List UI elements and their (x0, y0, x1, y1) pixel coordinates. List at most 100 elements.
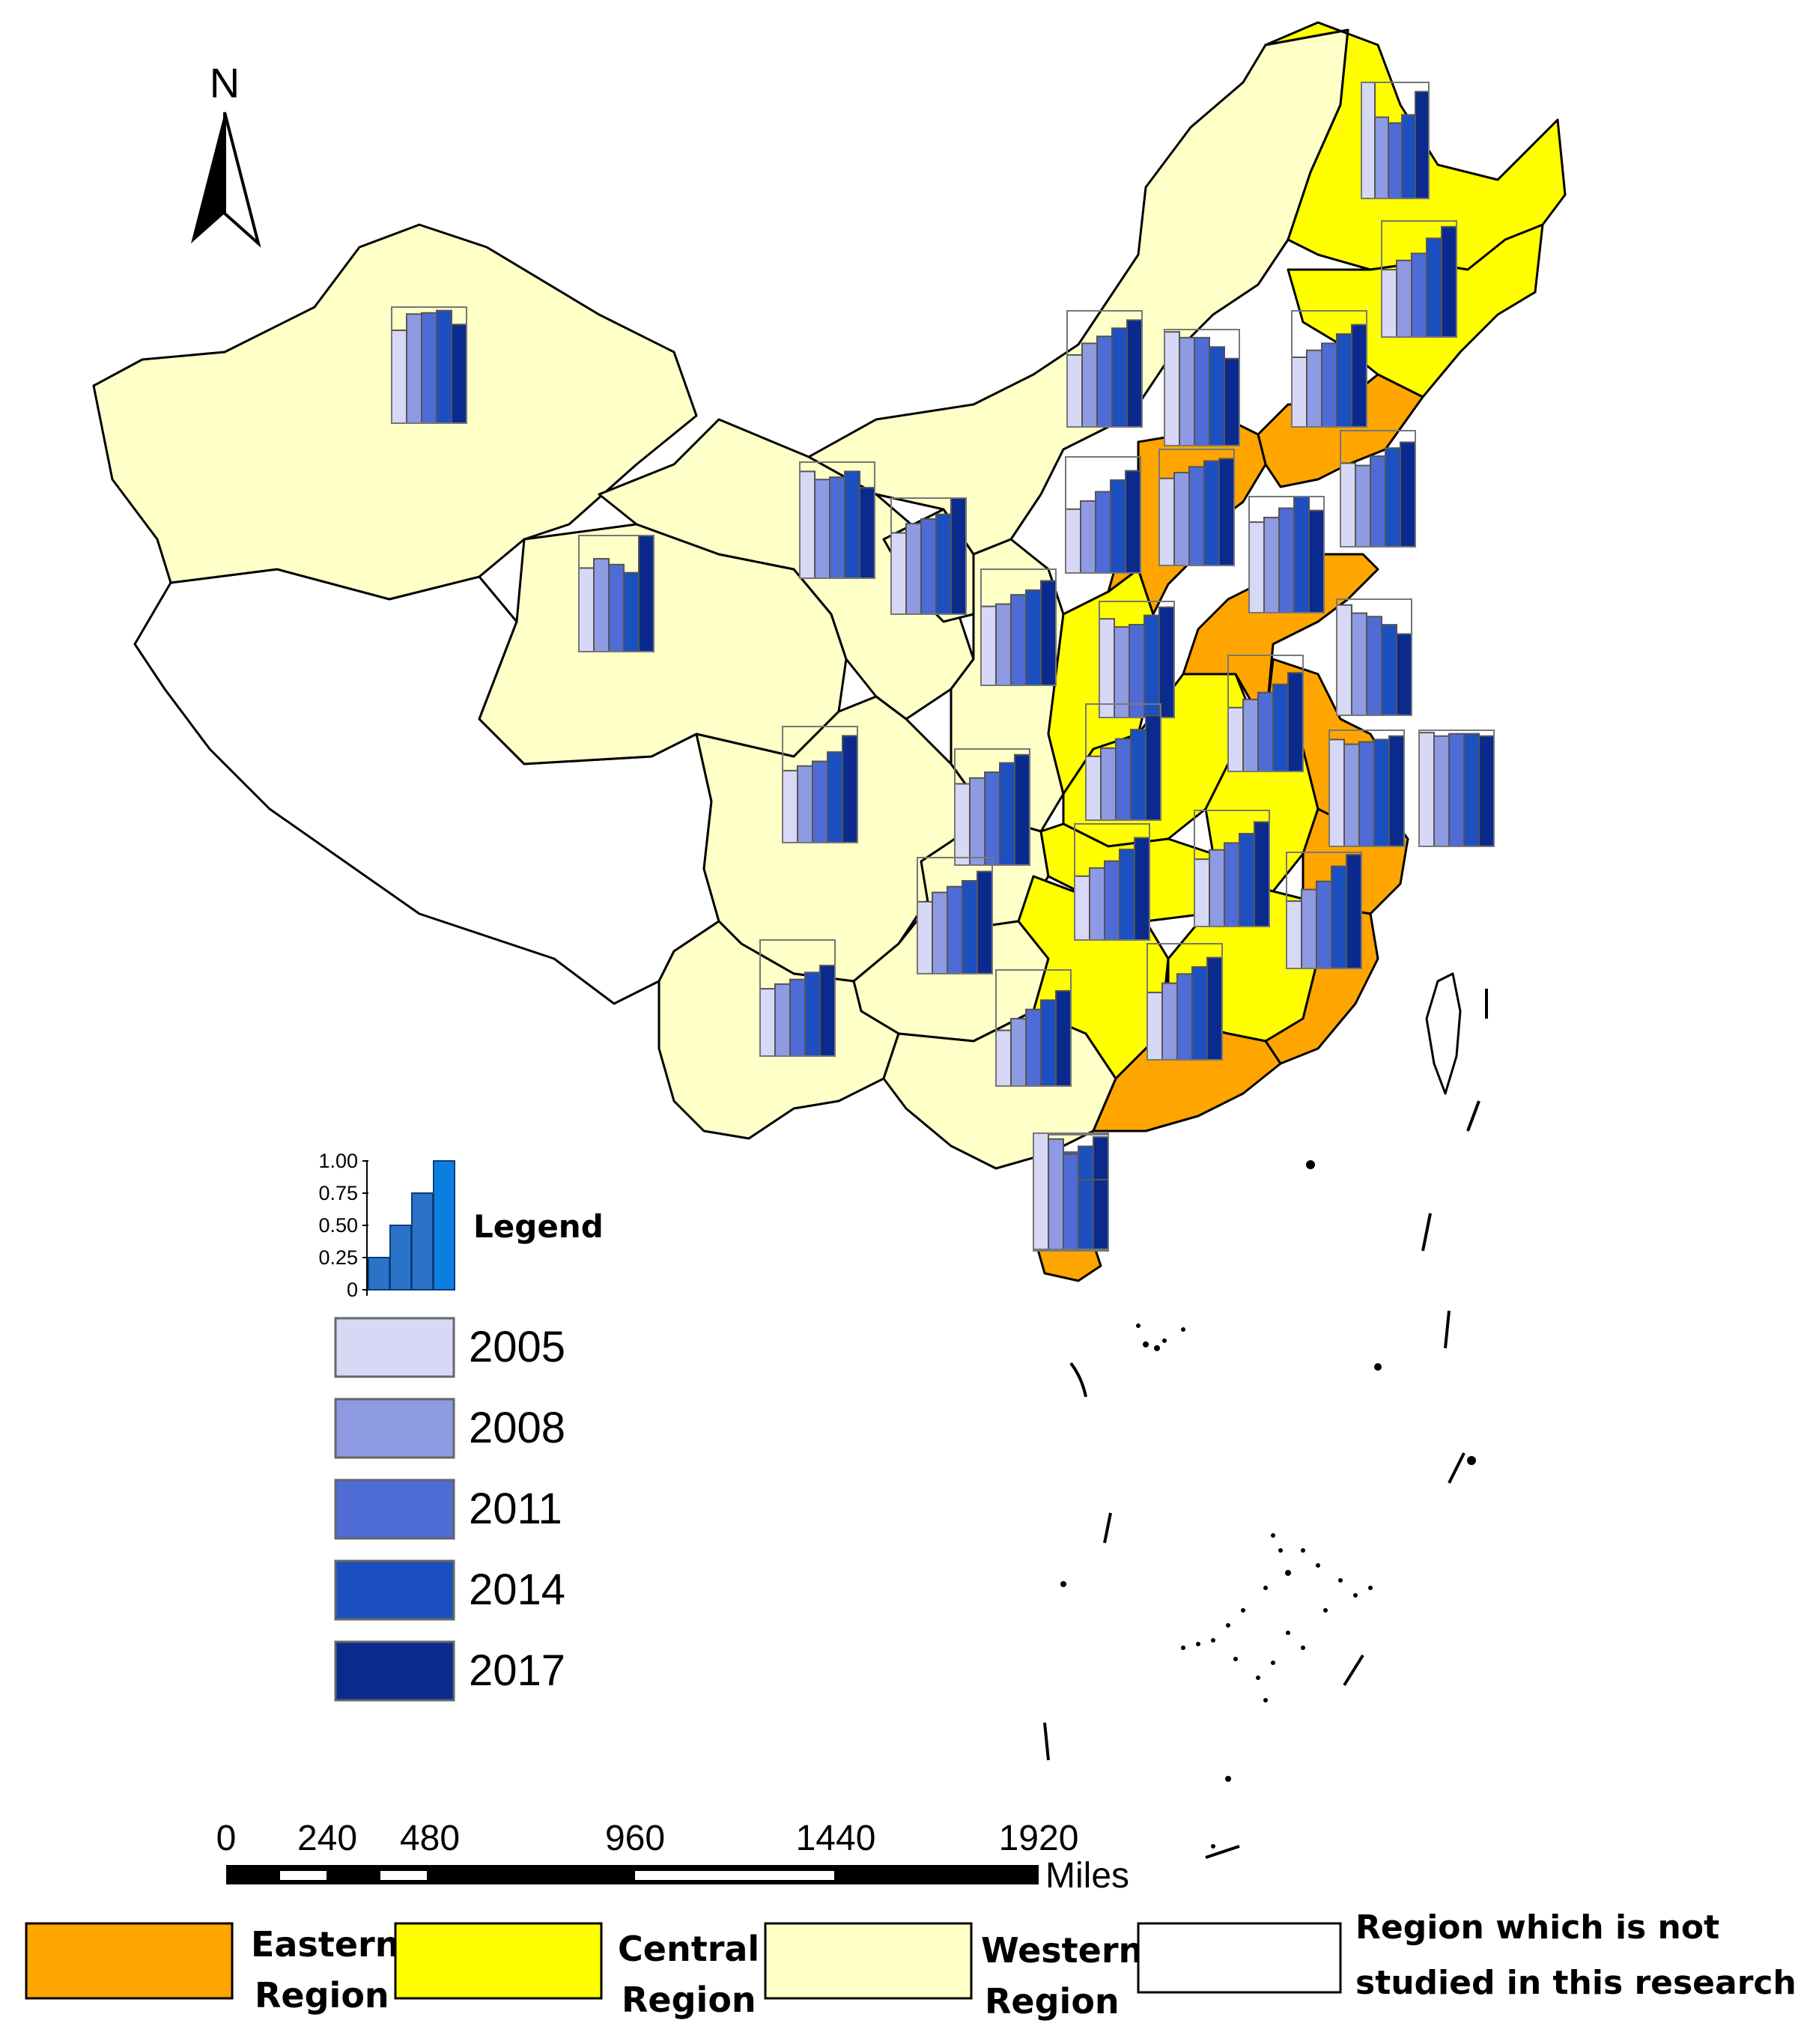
bar-heilongjiang-0 (1361, 82, 1375, 198)
bar-zhejiang-1 (1344, 744, 1359, 846)
year-swatch (335, 1399, 454, 1458)
bar-anhui-1 (1101, 748, 1116, 820)
scale-tick-label: 480 (400, 1819, 460, 1858)
region-swatch (26, 1923, 232, 1998)
bar-ningxia-2 (921, 519, 936, 614)
bar-henan-3 (1273, 685, 1288, 771)
region-legend: EasternRegionCentralRegionWesternRegionR… (26, 1908, 1797, 2022)
bar-xinjiang-2 (422, 313, 437, 423)
south-china-sea-islands (1060, 1160, 1476, 1849)
bar-gansu-1 (815, 479, 830, 578)
bar-sichuan-2 (813, 762, 827, 843)
bar-shanxi-1 (1081, 501, 1096, 573)
bar-beijing-2 (1194, 338, 1209, 446)
mini-legend: 1.000.750.500.250 Legend (318, 1150, 603, 1301)
bar-tianjin-1 (1174, 473, 1189, 565)
bar-hunan-1 (1090, 868, 1105, 940)
region-legend-item-western: WesternRegion (765, 1923, 1143, 2022)
bar-shanghai-3 (1464, 734, 1479, 846)
bar-henan-2 (1258, 693, 1273, 771)
year-label: 2017 (469, 1646, 565, 1695)
bar-shandong-3 (1385, 448, 1400, 547)
bar-liaoning-3 (1294, 497, 1309, 613)
bar-guizhou-4 (820, 965, 835, 1056)
bar-shaanxi-1 (996, 604, 1011, 686)
bar-shanxi-4 (1126, 471, 1141, 573)
bar-liaoning-2 (1279, 509, 1294, 613)
bar-qinghai-3 (624, 573, 639, 652)
mini-legend-tick-label: 1.00 (318, 1150, 358, 1172)
bar-liaodong-2 (1367, 616, 1382, 715)
bar-jilin-2 (1412, 253, 1427, 337)
bar-zhejiang-2 (1359, 742, 1374, 847)
scale-tick-labels: 0 240 480 960 1440 1920 (216, 1819, 1079, 1858)
bar-zhejiang-3 (1374, 739, 1389, 846)
bar-chongqing-3 (962, 881, 977, 974)
bar-shanxi-2 (1096, 492, 1111, 574)
region-legend-line1: Region which is not (1355, 1908, 1719, 1947)
bar-qinghai-2 (609, 565, 624, 652)
bar-liaodong-1 (1352, 613, 1367, 715)
bar-guangxi-0 (1147, 992, 1162, 1060)
bar-guizhou-3 (805, 972, 820, 1056)
bar-shaanxi-3 (1026, 590, 1041, 685)
bar-guangxi-1 (1162, 983, 1177, 1060)
bar-hebei-4 (1352, 325, 1367, 427)
bar-zhejiang-0 (1329, 739, 1344, 846)
region-legend-line2: Region (622, 1980, 756, 2020)
bar-tianjin-3 (1204, 461, 1219, 566)
taiwan-outline (1427, 974, 1460, 1094)
bar-guangxi-4 (1207, 958, 1222, 1060)
bar-shandong-0 (1340, 463, 1355, 547)
bar-gansu-0 (800, 471, 815, 578)
bar-liaoning-1 (1264, 518, 1279, 613)
bar-ningxia-1 (906, 524, 921, 614)
bar-inner-mongolia-4 (1127, 320, 1142, 427)
legend-title: Legend (473, 1208, 604, 1245)
bar-henan-0 (1228, 708, 1243, 771)
bar-heilongjiang-3 (1402, 115, 1415, 198)
mini-legend-tick-label: 0 (347, 1279, 358, 1301)
region-swatch (1138, 1923, 1340, 1992)
year-swatch (335, 1642, 454, 1700)
bar-qinghai-1 (594, 559, 609, 652)
bar-chart-shanghai (1419, 730, 1494, 846)
bar-xinjiang-1 (407, 314, 422, 423)
region-swatch (765, 1923, 971, 1998)
bar-hainan-0 (1033, 1133, 1048, 1249)
bar-hebei-0 (1292, 357, 1307, 427)
bar-chart-zhejiang (1329, 730, 1404, 846)
bar-fujian-4 (1346, 855, 1361, 968)
bar-chongqing-4 (977, 872, 992, 974)
bar-shaanxi-0 (981, 607, 996, 685)
bar-inner-mongolia-2 (1097, 336, 1112, 427)
bar-guizhou-0 (760, 989, 775, 1056)
bar-xinjiang-3 (437, 311, 452, 423)
bar-shanghai-4 (1479, 736, 1494, 846)
bar-jilin-4 (1442, 227, 1457, 337)
bar-yunnan-2 (1026, 1010, 1041, 1086)
bar-guangxi-3 (1192, 967, 1207, 1060)
bar-beijing-3 (1209, 347, 1224, 446)
bar-jiangxi-1 (1209, 850, 1224, 927)
bar-henan-4 (1288, 673, 1303, 771)
bar-fujian-3 (1331, 867, 1346, 968)
bar-hebei-2 (1322, 343, 1337, 427)
bar-chongqing-2 (947, 887, 962, 974)
bar-hubei-1 (970, 778, 985, 865)
bar-sichuan-4 (842, 736, 857, 843)
bar-jiangsu-0 (1099, 619, 1114, 718)
scale-tick-label: 1920 (999, 1819, 1079, 1858)
bar-liaodong-4 (1397, 634, 1412, 716)
bar-heilongjiang-2 (1388, 123, 1402, 198)
bar-xinjiang-4 (452, 324, 467, 423)
year-label: 2005 (469, 1323, 565, 1371)
bar-fujian-2 (1316, 882, 1331, 968)
bar-ningxia-3 (936, 515, 951, 614)
bar-hubei-2 (985, 772, 1000, 865)
year-legend-item: 2014 (335, 1561, 565, 1619)
year-legend-item: 2008 (335, 1399, 565, 1458)
mini-legend-tick-label: 0.25 (318, 1246, 358, 1269)
bar-inner-mongolia-3 (1112, 328, 1127, 427)
